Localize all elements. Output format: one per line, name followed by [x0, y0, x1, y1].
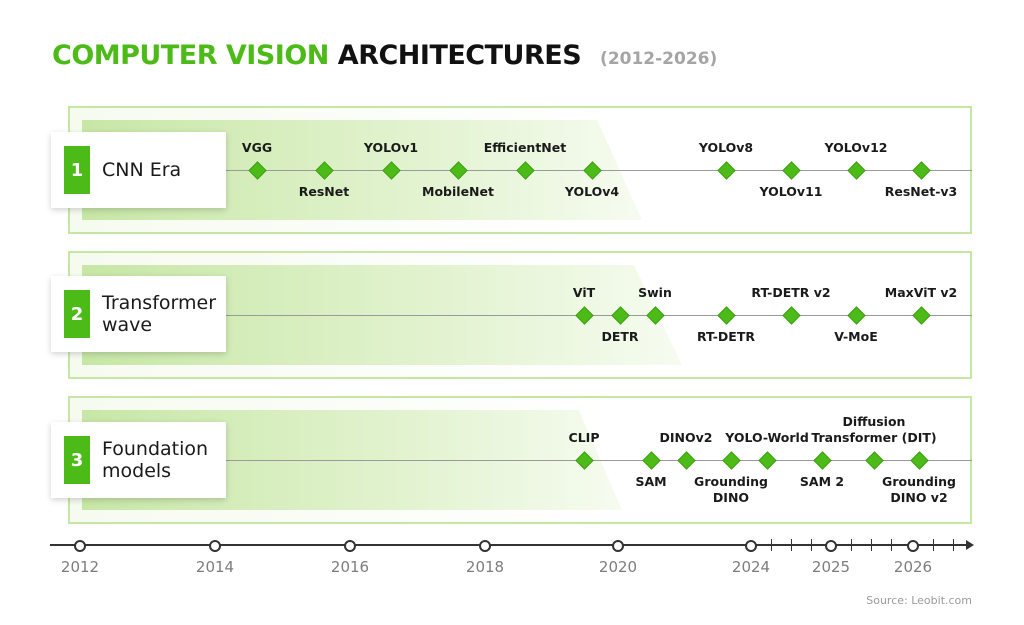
milestone-label: Diffusion Transformer (DIT) [811, 414, 937, 445]
timeline-minor-tick [871, 539, 872, 551]
milestone-label: Grounding DINO [694, 474, 768, 505]
milestone-label: MaxViT v2 [884, 285, 958, 300]
milestone-label: YOLOv12 [824, 140, 888, 155]
era-number-badge: 1 [64, 146, 90, 194]
milestone-label: SAM [635, 474, 667, 489]
milestone-label: MobileNet [422, 184, 494, 199]
year-label: 2025 [811, 558, 851, 576]
milestone-label: CLIP [568, 430, 600, 445]
milestone-label: RT-DETR v2 [751, 285, 831, 300]
era-card-1: 1 CNN Era [51, 132, 226, 208]
era-track-line [226, 315, 972, 316]
era-number-badge: 3 [64, 436, 90, 484]
year-label: 2018 [465, 558, 505, 576]
milestone-label: DETR [601, 329, 639, 344]
page-title: COMPUTER VISION ARCHITECTURES (2012-2026… [52, 40, 717, 71]
era-label: Transformer wave [102, 292, 217, 336]
milestone-label: YOLOv11 [759, 184, 823, 199]
title-years: (2012-2026) [600, 49, 718, 69]
milestone-label: YOLOv1 [363, 140, 419, 155]
milestone-label: DINOv2 [659, 430, 713, 445]
era-label: CNN Era [102, 159, 182, 181]
era-card-2: 2 Transformer wave [51, 276, 226, 352]
timeline-minor-tick [933, 539, 934, 551]
source-credit: Source: Leobit.com [866, 594, 972, 607]
milestone-label: EfficientNet [483, 140, 567, 155]
year-marker-circle-icon [479, 540, 491, 552]
milestone-label: ViT [572, 285, 596, 300]
year-marker-circle-icon [825, 540, 837, 552]
year-label: 2020 [598, 558, 638, 576]
title-main: ARCHITECTURES [337, 40, 582, 71]
timeline-minor-tick [811, 539, 812, 551]
milestone-label: YOLO-World [725, 430, 809, 445]
timeline-minor-tick [771, 539, 772, 551]
timeline-minor-tick [891, 539, 892, 551]
era-number-badge: 2 [64, 290, 90, 338]
milestone-label: ResNet [298, 184, 350, 199]
timeline-axis [50, 544, 970, 546]
year-label: 2012 [60, 558, 100, 576]
title-accent: COMPUTER VISION [52, 40, 329, 71]
era-card-3: 3 Foundation models [51, 422, 226, 498]
milestone-label: ResNet-v3 [884, 184, 958, 199]
timeline-arrow-icon [966, 540, 974, 550]
year-marker-circle-icon [612, 540, 624, 552]
milestone-label: Swin [638, 285, 672, 300]
milestone-label: VGG [241, 140, 273, 155]
milestone-label: RT-DETR [696, 329, 756, 344]
era-track-line [226, 460, 972, 461]
milestone-label: Grounding DINO v2 [882, 474, 956, 505]
timeline-minor-tick [791, 539, 792, 551]
milestone-label: YOLOv4 [564, 184, 620, 199]
milestone-label: YOLOv8 [698, 140, 754, 155]
year-label: 2014 [195, 558, 235, 576]
year-marker-circle-icon [344, 540, 356, 552]
year-marker-circle-icon [209, 540, 221, 552]
year-marker-circle-icon [74, 540, 86, 552]
milestone-label: SAM 2 [799, 474, 845, 489]
year-marker-circle-icon [745, 540, 757, 552]
year-label: 2016 [330, 558, 370, 576]
milestone-label: V-MoE [834, 329, 878, 344]
era-label: Foundation models [102, 438, 209, 482]
year-label: 2024 [731, 558, 771, 576]
year-label: 2026 [893, 558, 933, 576]
timeline-minor-tick [851, 539, 852, 551]
year-marker-circle-icon [907, 540, 919, 552]
timeline-minor-tick [953, 539, 954, 551]
